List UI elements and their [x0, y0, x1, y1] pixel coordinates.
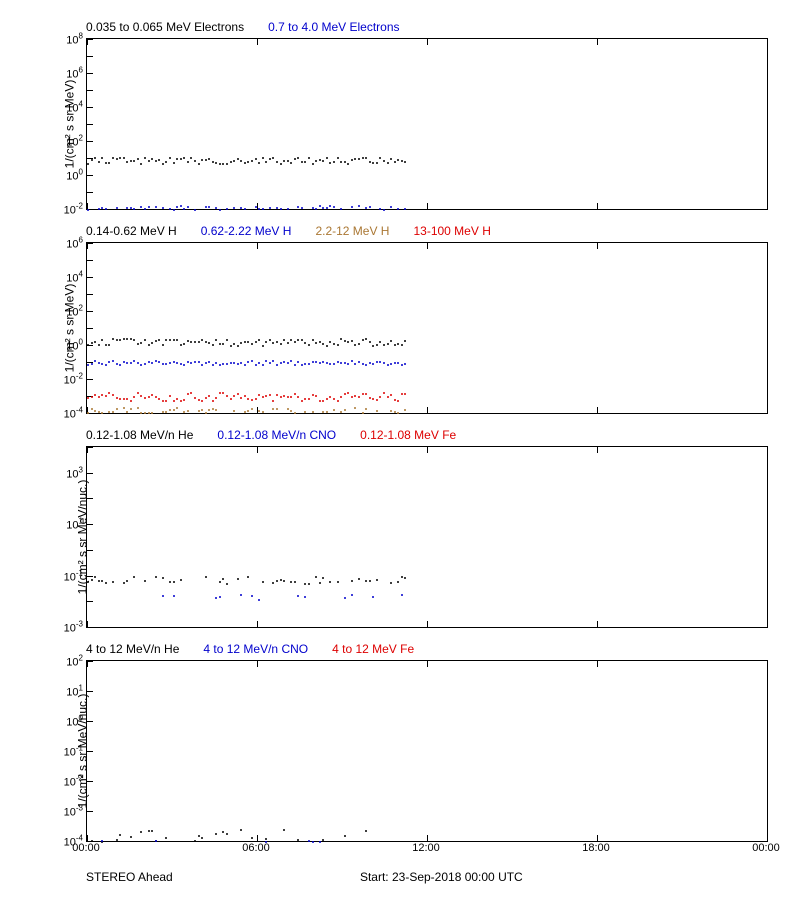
plot-area: 1/(cm² s sr MeV/nuc.)10-310-1101103: [86, 446, 768, 628]
series: [87, 447, 767, 627]
legend-item: 0.12-1.08 MeV/n He: [86, 428, 193, 442]
legend: 4 to 12 MeV/n He 4 to 12 MeV/n CNO 4 to 12…: [86, 642, 770, 656]
legend-item: 0.12-1.08 MeV Fe: [360, 428, 456, 442]
plot-area: 1/(cm² s sr MeV)10-2100102104106108: [86, 38, 768, 210]
footer-left: STEREO Ahead: [86, 870, 173, 884]
legend-item: 0.62-2.22 MeV H: [201, 224, 292, 238]
x-tick-label: 12:00: [412, 842, 440, 854]
legend-item: 2.2-12 MeV H: [315, 224, 389, 238]
y-tick-label: 100: [66, 714, 83, 729]
y-tick-label: 106: [66, 236, 83, 251]
series: [87, 243, 767, 413]
y-tick-label: 108: [66, 32, 83, 47]
y-tick-label: 10-2: [64, 202, 83, 217]
series: [87, 661, 767, 841]
series: [87, 243, 767, 413]
legend-item: 4 to 12 MeV/n He: [86, 642, 179, 656]
legend: 0.14-0.62 MeV H 0.62-2.22 MeV H 2.2-12 MeV…: [86, 224, 770, 238]
y-tick-label: 104: [66, 100, 83, 115]
legend-item: 4 to 12 MeV/n CNO: [203, 642, 308, 656]
panel-p1: 0.035 to 0.065 MeV Electrons 0.7 to 4.0 M…: [10, 20, 770, 210]
y-tick-label: 10-1: [64, 568, 83, 583]
figure: { "footer":{"left":"STEREO Ahead","cente…: [0, 0, 800, 900]
panel-p2: 0.14-0.62 MeV H 0.62-2.22 MeV H 2.2-12 MeV…: [10, 224, 770, 414]
series: [87, 243, 767, 413]
y-tick-label: 106: [66, 66, 83, 81]
y-ticks: 10-410-2100102104106: [39, 243, 83, 413]
y-tick-label: 100: [66, 168, 83, 183]
y-tick-label: 10-2: [64, 372, 83, 387]
y-tick-label: 104: [66, 270, 83, 285]
legend: 0.12-1.08 MeV/n He 0.12-1.08 MeV/n CNO 0.1…: [86, 428, 770, 442]
y-tick-label: 10-1: [64, 744, 83, 759]
y-tick-label: 10-2: [64, 774, 83, 789]
y-ticks: 10-310-1101103: [39, 447, 83, 627]
panel-p3: 0.12-1.08 MeV/n He 0.12-1.08 MeV/n CNO 0.1…: [10, 428, 770, 628]
y-tick-label: 102: [66, 134, 83, 149]
series: [87, 39, 767, 209]
y-tick-label: 10-3: [64, 620, 83, 635]
y-ticks: 10-2100102104106108: [39, 39, 83, 209]
y-tick-label: 10-4: [64, 406, 83, 421]
y-tick-label: 102: [66, 654, 83, 669]
x-tick-label: 00:00: [752, 842, 780, 854]
series: [87, 39, 767, 209]
y-tick-label: 101: [66, 517, 83, 532]
legend-item: 13-100 MeV H: [413, 224, 490, 238]
plot-area: 1/(cm² s sr MeV)10-410-2100102104106: [86, 242, 768, 414]
y-tick-label: 100: [66, 338, 83, 353]
legend-item: 0.035 to 0.065 MeV Electrons: [86, 20, 244, 34]
panel-p4: 4 to 12 MeV/n He 4 to 12 MeV/n CNO 4 to 12…: [10, 642, 770, 858]
legend-item: 0.12-1.08 MeV/n CNO: [217, 428, 336, 442]
x-tick-label: 18:00: [582, 842, 610, 854]
plot-area: 1/(cm² s sr MeV/nuc.)10-410-310-210-1100…: [86, 660, 768, 842]
legend-item: 0.14-0.62 MeV H: [86, 224, 177, 238]
x-tick-label: 00:00: [72, 842, 100, 854]
y-tick-label: 102: [66, 304, 83, 319]
y-tick-label: 103: [66, 465, 83, 480]
series: [87, 447, 767, 627]
x-tick-label: 06:00: [242, 842, 270, 854]
legend: 0.035 to 0.065 MeV Electrons 0.7 to 4.0 M…: [86, 20, 770, 34]
series: [87, 661, 767, 841]
legend-item: 0.7 to 4.0 MeV Electrons: [268, 20, 399, 34]
y-tick-label: 10-3: [64, 804, 83, 819]
x-ticks: 00:0006:0012:0018:0000:00: [86, 842, 766, 858]
series: [87, 243, 767, 413]
footer: STEREO Ahead Start: 23-Sep-2018 00:00 UT…: [86, 870, 710, 884]
y-ticks: 10-410-310-210-1100101102: [39, 661, 83, 841]
y-tick-label: 101: [66, 684, 83, 699]
footer-center: Start: 23-Sep-2018 00:00 UTC: [360, 870, 523, 884]
legend-item: 4 to 12 MeV Fe: [332, 642, 414, 656]
